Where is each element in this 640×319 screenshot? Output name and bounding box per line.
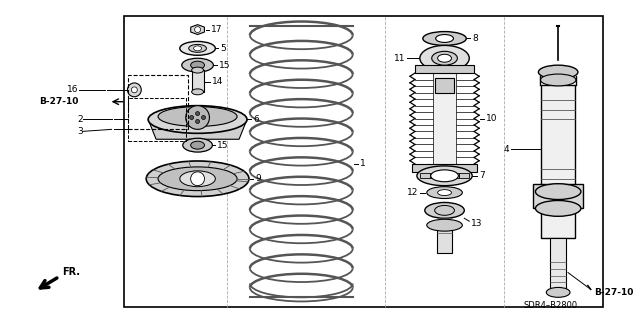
Bar xyxy=(449,173,460,178)
Text: B-27-10: B-27-10 xyxy=(594,288,633,297)
Ellipse shape xyxy=(180,171,216,187)
Bar xyxy=(433,73,456,164)
Text: 13: 13 xyxy=(471,219,483,228)
Text: 16: 16 xyxy=(67,85,79,94)
Text: 4: 4 xyxy=(503,145,509,154)
Ellipse shape xyxy=(438,54,451,62)
Ellipse shape xyxy=(194,46,202,51)
Circle shape xyxy=(131,87,138,93)
Bar xyxy=(191,70,204,92)
Ellipse shape xyxy=(536,201,581,216)
Bar xyxy=(460,173,469,178)
Ellipse shape xyxy=(547,287,570,297)
Bar xyxy=(541,85,575,238)
Ellipse shape xyxy=(146,161,249,197)
Ellipse shape xyxy=(536,184,581,199)
Bar xyxy=(129,75,188,130)
Circle shape xyxy=(196,112,200,115)
Text: 17: 17 xyxy=(211,25,223,34)
Text: 5: 5 xyxy=(220,44,226,53)
Text: 9: 9 xyxy=(255,174,260,183)
Circle shape xyxy=(127,83,141,97)
Circle shape xyxy=(189,115,194,120)
Text: 8: 8 xyxy=(472,34,478,43)
Text: 15: 15 xyxy=(220,61,231,70)
Text: 2: 2 xyxy=(77,115,83,124)
Polygon shape xyxy=(148,120,247,139)
Bar xyxy=(124,16,603,307)
Ellipse shape xyxy=(438,189,451,196)
Bar xyxy=(412,164,477,172)
Text: 10: 10 xyxy=(486,114,497,123)
Text: SDR4–B2800: SDR4–B2800 xyxy=(524,301,578,310)
Text: B-27-10: B-27-10 xyxy=(40,97,79,106)
Circle shape xyxy=(191,172,205,186)
Ellipse shape xyxy=(538,65,578,79)
Text: 11: 11 xyxy=(394,54,405,63)
Ellipse shape xyxy=(420,45,469,71)
Bar xyxy=(420,173,429,178)
Bar xyxy=(436,225,452,253)
Ellipse shape xyxy=(191,67,204,73)
Ellipse shape xyxy=(432,51,458,65)
Ellipse shape xyxy=(183,138,212,152)
Bar xyxy=(435,78,454,93)
Ellipse shape xyxy=(423,32,467,45)
Bar xyxy=(129,98,186,141)
Text: 14: 14 xyxy=(212,78,224,86)
Text: 7: 7 xyxy=(479,171,485,180)
Ellipse shape xyxy=(427,219,462,231)
Ellipse shape xyxy=(182,58,213,72)
Ellipse shape xyxy=(431,170,458,182)
Ellipse shape xyxy=(158,167,237,191)
Circle shape xyxy=(186,106,209,130)
Bar xyxy=(534,184,583,208)
Ellipse shape xyxy=(158,107,237,126)
Polygon shape xyxy=(191,25,204,34)
Circle shape xyxy=(196,120,200,123)
Text: 6: 6 xyxy=(253,115,259,124)
Circle shape xyxy=(195,26,200,33)
Bar xyxy=(550,238,566,293)
Ellipse shape xyxy=(191,141,205,149)
Bar xyxy=(440,173,449,178)
Ellipse shape xyxy=(148,106,247,133)
Ellipse shape xyxy=(191,61,205,69)
Ellipse shape xyxy=(425,203,464,218)
Bar xyxy=(429,173,440,178)
Ellipse shape xyxy=(540,74,576,86)
Text: 3: 3 xyxy=(77,127,83,136)
Ellipse shape xyxy=(435,205,454,215)
Ellipse shape xyxy=(427,187,462,198)
Ellipse shape xyxy=(191,89,204,95)
Ellipse shape xyxy=(180,41,216,55)
Text: FR.: FR. xyxy=(62,267,80,277)
Ellipse shape xyxy=(189,44,207,52)
Text: 1: 1 xyxy=(360,160,365,168)
Circle shape xyxy=(202,115,205,120)
Ellipse shape xyxy=(436,34,454,42)
Text: 12: 12 xyxy=(406,188,418,197)
Ellipse shape xyxy=(417,166,472,186)
Text: 15: 15 xyxy=(218,141,229,150)
Bar xyxy=(415,65,474,73)
